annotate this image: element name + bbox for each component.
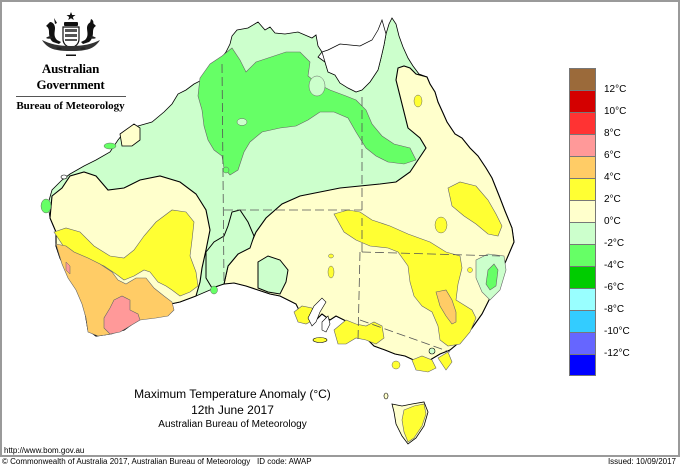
anomaly-patch-neg4-neg2 — [40, 198, 52, 214]
anomaly-patch-light — [236, 118, 248, 126]
gulf-of-carpentaria — [321, 18, 387, 93]
bom-url[interactable]: http://www.bom.gov.au — [4, 446, 85, 455]
legend-label: 0°C — [604, 216, 621, 227]
anomaly-patch-2-4 — [391, 360, 401, 370]
legend-swatch — [569, 90, 596, 112]
legend-swatch — [569, 200, 596, 222]
anomaly-patch-2-4 — [413, 94, 423, 108]
legend-label: -4°C — [604, 260, 625, 271]
legend-label: -12°C — [604, 348, 630, 359]
state-borders — [221, 63, 501, 353]
legend-label: 2°C — [604, 194, 621, 205]
gulf-st-vincent — [321, 315, 331, 333]
legend-label: -10°C — [604, 326, 630, 337]
spencer-gulf — [307, 297, 327, 327]
legend-swatch — [569, 112, 596, 134]
anomaly-patch-light — [428, 347, 436, 355]
legend-label: -8°C — [604, 304, 625, 315]
legend-swatch — [569, 288, 596, 310]
anomaly-zone-4-6-wa — [55, 243, 175, 337]
anomaly-patch-neg4-neg2 — [103, 142, 117, 150]
anomaly-patch-neg4-neg2 — [222, 166, 230, 174]
bureau-name: Bureau of Meteorology — [16, 100, 125, 112]
kangaroo-island — [312, 337, 328, 343]
anomaly-zone-2-4-qld — [447, 181, 503, 237]
anomaly-patch-light — [60, 174, 68, 180]
anomaly-patch-2-4 — [327, 265, 335, 279]
legend-swatch — [569, 354, 596, 376]
king-island — [383, 392, 389, 400]
anomaly-zone-2-4-central-east — [333, 209, 477, 347]
logo-divider — [15, 96, 126, 97]
anomaly-patch-2-4 — [467, 267, 473, 273]
legend-label: 8°C — [604, 128, 621, 139]
government-name: Australian Government — [36, 61, 105, 92]
legend-swatch — [569, 244, 596, 266]
bom-logo: ▬▬ Australian Government Bureau of Meteo… — [8, 10, 133, 112]
anomaly-zone-2-4-tasmania — [401, 403, 427, 443]
color-legend: 12°C 10°C 8°C 6°C 4°C 2°C 0°C -2°C -4°C -6°C -8°C -… — [569, 68, 630, 376]
anomaly-patch-light — [308, 75, 326, 97]
anomaly-patch-neg4-neg2 — [210, 285, 218, 295]
anomaly-zone-neg4-neg2-nsw-coast — [485, 263, 499, 291]
anomaly-patch-6-8-sw-coast — [65, 261, 71, 275]
legend-label: 4°C — [604, 172, 621, 183]
legend-swatch — [569, 68, 596, 90]
australia-temperature-anomaly-map — [40, 17, 515, 445]
anomaly-zone-6-8-wa — [103, 295, 141, 335]
svg-text:▬▬: ▬▬ — [66, 52, 76, 58]
legend-swatch — [569, 222, 596, 244]
legend-label: 10°C — [604, 106, 627, 117]
anomaly-patch-0-2-pilbara — [119, 123, 141, 147]
map-title: Maximum Temperature Anomaly (°C) — [134, 387, 331, 401]
commonwealth-coat-of-arms-icon: ▬▬ — [41, 12, 100, 58]
anomaly-zone-4-6-nsw — [435, 289, 457, 325]
copyright-text: © Commonwealth of Australia 2017, Austra… — [2, 457, 251, 466]
anomaly-patch-2-4 — [328, 253, 334, 259]
anomaly-zone-2-4-wa — [53, 209, 199, 297]
legend-swatch — [569, 178, 596, 200]
issued-date: Issued: 10/09/2017 — [607, 457, 676, 466]
anomaly-zone-2-4-vic — [333, 319, 385, 345]
anomaly-patch-2-4 — [434, 216, 448, 234]
anomaly-zone-neg2-0-south — [257, 255, 289, 295]
legend-swatch — [569, 266, 596, 288]
legend-label: 12°C — [604, 84, 627, 95]
legend-swatch — [569, 156, 596, 178]
legend-label: -6°C — [604, 282, 625, 293]
footer: © Commonwealth of Australia 2017, Austra… — [0, 457, 680, 467]
id-code: ID code: AWAP — [257, 457, 312, 466]
anomaly-patch-2-4-se-coast — [437, 351, 453, 371]
legend-swatch — [569, 332, 596, 354]
legend-label: -2°C — [604, 238, 625, 249]
legend-swatches — [569, 68, 596, 376]
legend-swatch — [569, 310, 596, 332]
map-source: Australian Bureau of Meteorology — [158, 419, 307, 430]
legend-label: 6°C — [604, 150, 621, 161]
map-title-block: Maximum Temperature Anomaly (°C) 12th Ju… — [110, 386, 355, 432]
legend-swatch — [569, 134, 596, 156]
anomaly-zone-2-4-gippsland — [411, 355, 437, 373]
map-date: 12th June 2017 — [191, 403, 274, 417]
